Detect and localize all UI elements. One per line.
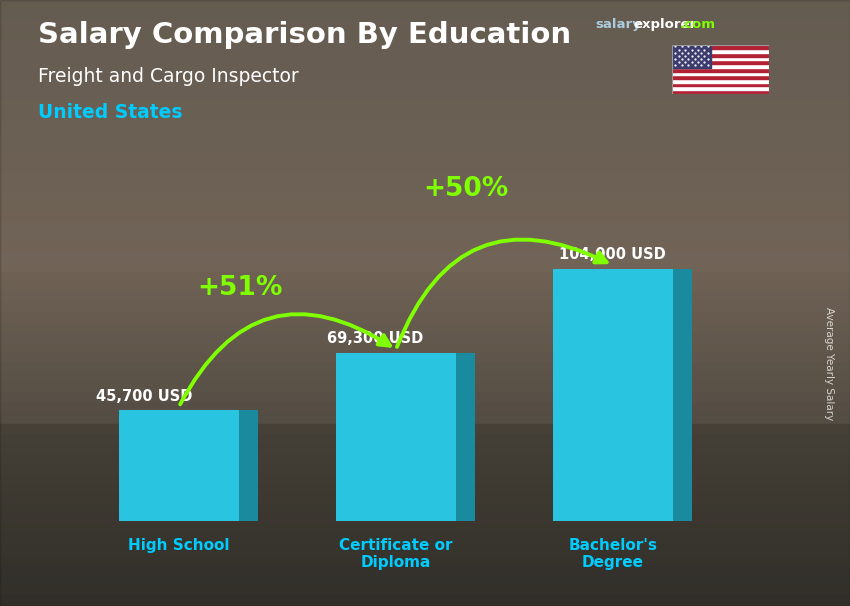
Bar <box>0 161 850 171</box>
Bar <box>0 343 850 353</box>
Text: explorer: explorer <box>633 18 696 31</box>
Bar <box>672 53 769 56</box>
Polygon shape <box>239 410 258 521</box>
Bar <box>0 474 850 485</box>
Bar <box>0 181 850 192</box>
Text: 45,700 USD: 45,700 USD <box>96 388 193 404</box>
Bar <box>0 555 850 565</box>
Bar <box>672 61 769 64</box>
Bar <box>0 595 850 606</box>
Bar <box>0 171 850 182</box>
Text: 104,000 USD: 104,000 USD <box>558 247 666 262</box>
Bar <box>0 101 850 111</box>
Bar <box>0 565 850 576</box>
Bar <box>0 322 850 333</box>
Bar <box>0 383 850 394</box>
Bar <box>0 50 850 61</box>
Bar <box>0 131 850 141</box>
Bar <box>0 353 850 364</box>
Bar <box>0 302 850 313</box>
Bar <box>0 110 850 121</box>
Polygon shape <box>553 269 672 521</box>
Bar <box>0 514 850 525</box>
Text: Average Yearly Salary: Average Yearly Salary <box>824 307 834 420</box>
Bar <box>0 424 850 435</box>
Bar <box>0 464 850 474</box>
Polygon shape <box>456 353 475 521</box>
Bar <box>0 484 850 495</box>
Text: Freight and Cargo Inspector: Freight and Cargo Inspector <box>38 67 299 85</box>
Bar <box>0 90 850 101</box>
Bar <box>0 201 850 212</box>
Bar <box>0 413 850 424</box>
Bar <box>0 282 850 293</box>
Bar <box>0 30 850 41</box>
Bar <box>0 191 850 202</box>
Polygon shape <box>337 353 456 521</box>
Bar <box>0 151 850 162</box>
Bar <box>0 534 850 545</box>
Bar <box>0 80 850 91</box>
Bar <box>672 49 769 53</box>
Bar <box>672 45 711 68</box>
Bar <box>0 494 850 505</box>
Bar <box>672 83 769 87</box>
Bar <box>672 75 769 79</box>
Bar <box>0 141 850 152</box>
Text: Salary Comparison By Education: Salary Comparison By Education <box>38 21 571 49</box>
Bar <box>0 19 850 30</box>
Bar <box>0 10 850 20</box>
Bar <box>0 242 850 253</box>
Bar <box>672 87 769 90</box>
Bar <box>0 231 850 242</box>
Bar <box>0 272 850 283</box>
Polygon shape <box>119 410 239 521</box>
Bar <box>0 292 850 303</box>
Bar <box>672 79 769 83</box>
Bar <box>0 121 850 132</box>
Bar <box>672 64 769 68</box>
Bar <box>672 72 769 75</box>
Bar <box>0 575 850 586</box>
Bar <box>0 585 850 596</box>
Bar <box>0 40 850 50</box>
Bar <box>0 373 850 384</box>
Bar <box>0 211 850 222</box>
Bar <box>0 504 850 515</box>
Bar <box>0 0 850 10</box>
Bar <box>0 222 850 232</box>
Bar <box>0 60 850 71</box>
Text: +51%: +51% <box>197 275 282 301</box>
Bar <box>672 56 769 61</box>
Bar <box>0 363 850 374</box>
Bar <box>0 454 850 465</box>
Bar <box>0 393 850 404</box>
Bar <box>0 545 850 556</box>
Bar <box>672 90 769 94</box>
Bar <box>0 252 850 262</box>
Text: +50%: +50% <box>422 176 508 202</box>
Polygon shape <box>672 269 692 521</box>
Bar <box>0 262 850 273</box>
Bar <box>0 404 850 414</box>
Bar <box>672 45 769 49</box>
Bar <box>0 434 850 444</box>
Bar <box>0 313 850 323</box>
Bar <box>0 444 850 454</box>
Text: United States: United States <box>38 103 183 122</box>
Bar <box>0 525 850 535</box>
Text: 69,300 USD: 69,300 USD <box>326 331 422 347</box>
Bar <box>0 70 850 81</box>
Bar <box>672 68 769 72</box>
Bar <box>0 333 850 344</box>
Text: .com: .com <box>680 18 716 31</box>
Text: salary: salary <box>595 18 641 31</box>
